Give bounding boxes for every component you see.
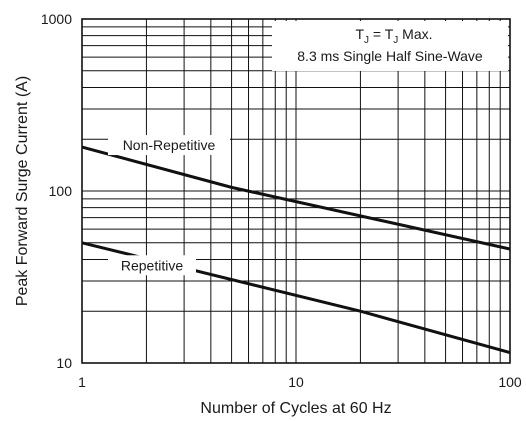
x-tick-label: 10 [288,374,304,390]
series-labels: Non-Repetitive Repetitive [108,135,230,276]
legend-tj-max-subscript: J [393,35,398,46]
y-tick-label: 1000 [41,11,72,27]
y-tick-labels: 10 100 1000 [41,11,72,371]
y-tick-label: 10 [56,355,72,371]
legend-line-waveform: 8.3 ms Single Half Sine-Wave [297,48,483,64]
legend-box: TJ = TJ Max. 8.3 ms Single Half Sine-Wav… [272,21,508,71]
legend-line-condition: TJ = TJ Max. [355,26,432,46]
series-line-non-repetitive [81,145,511,251]
x-tick-label: 100 [498,374,522,390]
legend-background [272,21,508,71]
series-label-repetitive: Repetitive [121,257,183,273]
x-tick-label: 1 [78,374,86,390]
legend-equals: = T [369,26,394,42]
y-tick-label: 100 [49,183,73,199]
plot-frame [81,18,511,364]
legend-max: Max. [398,26,432,42]
legend-tj-subscript: J [364,35,369,46]
grid-lines [82,19,510,363]
series-label-background [108,255,196,276]
x-axis-title: Number of Cycles at 60 Hz [200,400,391,417]
y-axis-title: Peak Forward Surge Current (A) [14,76,31,306]
series-label-non-repetitive: Non-Repetitive [123,137,216,153]
series-label-background [108,135,230,156]
legend-tj-symbol: T [355,26,364,42]
x-tick-labels: 1 10 100 [78,374,522,390]
